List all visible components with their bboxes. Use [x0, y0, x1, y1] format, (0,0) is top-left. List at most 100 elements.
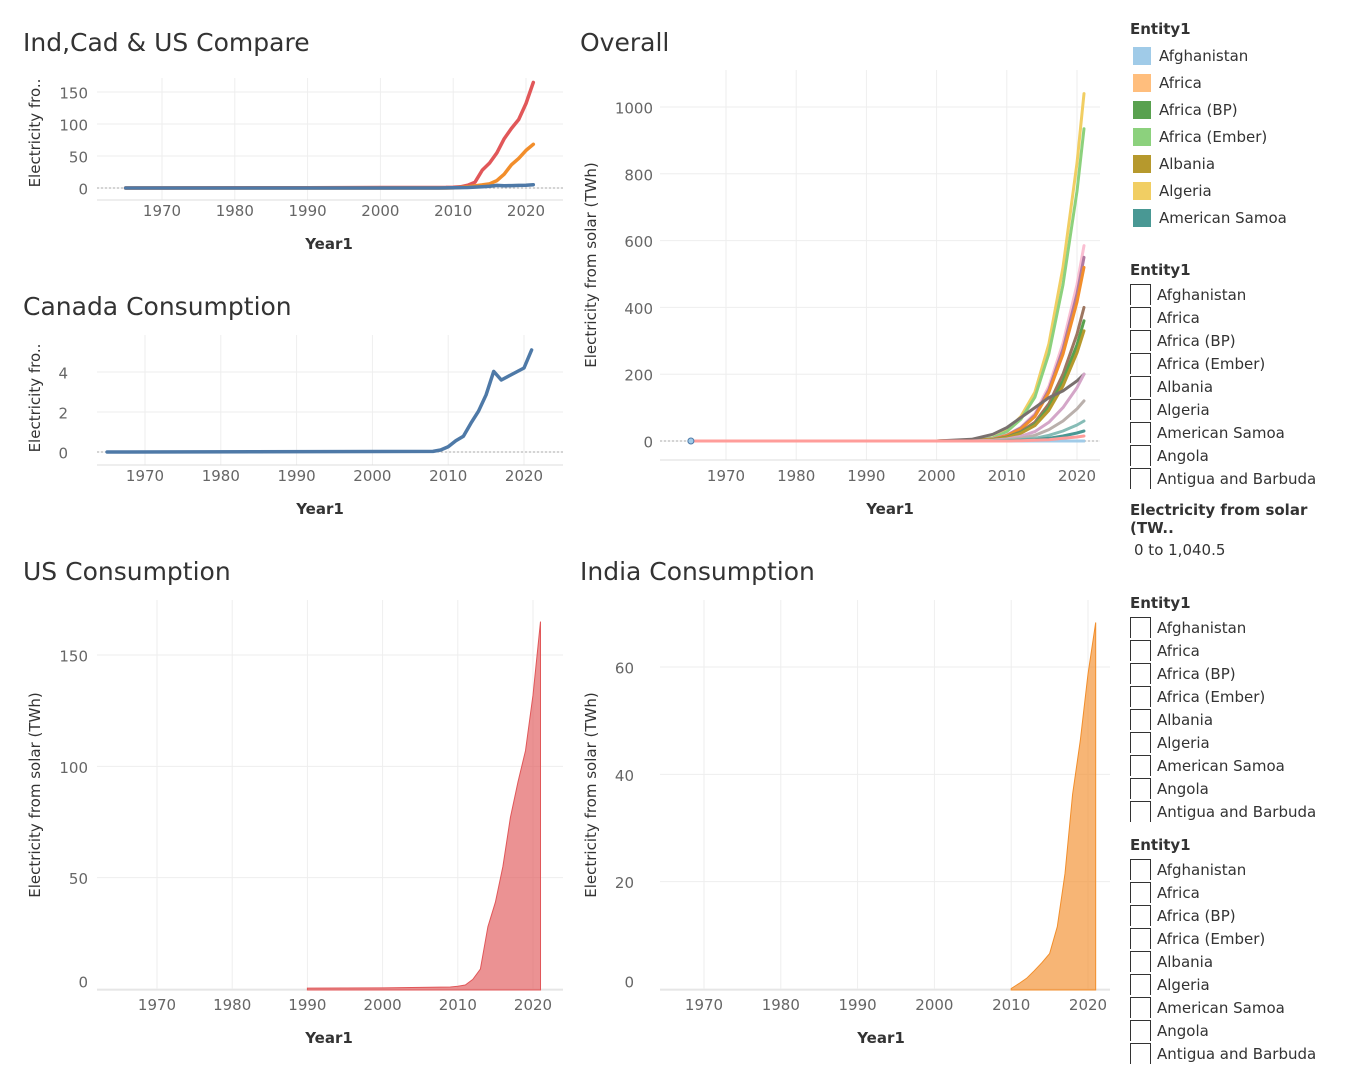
color-legend-label: Albania	[1159, 154, 1216, 173]
size-legend: Electricity from solar (TW.. 0 to 1,040.…	[1130, 501, 1352, 559]
filter-item[interactable]: American Samoa	[1130, 421, 1352, 444]
checkbox[interactable]	[1130, 284, 1151, 305]
filter-item[interactable]: Africa	[1130, 306, 1352, 329]
y-tick-label: 4	[58, 365, 68, 383]
color-legend-item[interactable]: Angola	[1130, 231, 1352, 233]
filter-item[interactable]: Africa (Ember)	[1130, 352, 1352, 375]
y-tick-label: 20	[615, 874, 634, 892]
filter-item[interactable]: Angola	[1130, 777, 1352, 800]
filter-item[interactable]: Africa (BP)	[1130, 329, 1352, 352]
color-swatch	[1133, 208, 1151, 227]
checkbox[interactable]	[1130, 330, 1151, 351]
filter-item-label: Angola	[1157, 779, 1209, 798]
y-tick-label: 100	[59, 117, 88, 135]
checkbox[interactable]	[1130, 905, 1151, 926]
filter-item-label: Africa (Ember)	[1157, 687, 1266, 706]
checkbox[interactable]	[1130, 617, 1151, 638]
filter-item[interactable]: American Samoa	[1130, 754, 1352, 777]
checkbox[interactable]	[1130, 640, 1151, 661]
checkbox[interactable]	[1130, 928, 1151, 949]
filter-item[interactable]: Africa (BP)	[1130, 662, 1352, 685]
color-legend-item[interactable]: Africa (BP)	[1130, 96, 1352, 123]
checkbox[interactable]	[1130, 307, 1151, 328]
color-legend-item[interactable]: Africa (Ember)	[1130, 123, 1352, 150]
filter-item[interactable]: Antigua and Barbuda	[1130, 1042, 1352, 1065]
checkbox[interactable]	[1130, 997, 1151, 1018]
filter-item[interactable]: Albania	[1130, 950, 1352, 973]
color-legend-item[interactable]: Algeria	[1130, 177, 1352, 204]
filter-item[interactable]: Algeria	[1130, 731, 1352, 754]
color-legend-label: Africa	[1159, 73, 1202, 92]
y-tick-label: 100	[59, 759, 88, 777]
checkbox[interactable]	[1130, 709, 1151, 730]
filter-item[interactable]: Angola	[1130, 444, 1352, 467]
filter-item[interactable]: American Samoa	[1130, 996, 1352, 1019]
checkbox[interactable]	[1130, 1043, 1151, 1064]
y-tick-label: 1000	[615, 100, 653, 118]
x-tick-label: 2010	[434, 202, 472, 220]
filter-item[interactable]: Africa (BP)	[1130, 904, 1352, 927]
checkbox[interactable]	[1130, 663, 1151, 684]
color-swatch	[1133, 46, 1151, 65]
checkbox[interactable]	[1130, 974, 1151, 995]
filter-item-label: Albania	[1157, 377, 1214, 396]
filter-item[interactable]: Algeria	[1130, 973, 1352, 996]
filter-item-label: American Samoa	[1157, 998, 1285, 1017]
y-tick-label: 800	[624, 166, 653, 184]
checkbox[interactable]	[1130, 445, 1151, 466]
filter-item[interactable]: Africa	[1130, 639, 1352, 662]
checkbox[interactable]	[1130, 732, 1151, 753]
filter-item-label: Antigua and Barbuda	[1157, 802, 1317, 821]
y-tick-label: 2	[58, 405, 68, 423]
filter-item[interactable]: Africa (Ember)	[1130, 685, 1352, 708]
checkbox[interactable]	[1130, 801, 1151, 822]
checkbox[interactable]	[1130, 376, 1151, 397]
filter-item-label: Algeria	[1157, 733, 1210, 752]
color-legend-label: Afghanistan	[1159, 46, 1249, 65]
filter-item-label: Antigua and Barbuda	[1157, 469, 1317, 488]
line-series	[123, 142, 536, 190]
filter-item-label: Africa (Ember)	[1157, 929, 1266, 948]
line-series	[689, 434, 1086, 443]
y-tick-label: 50	[69, 149, 88, 167]
chart-title-india: India Consumption	[580, 557, 815, 586]
checkbox[interactable]	[1130, 778, 1151, 799]
checkbox[interactable]	[1130, 755, 1151, 776]
filter-item-label: Antigua and Barbuda	[1157, 1044, 1317, 1063]
checkbox[interactable]	[1130, 399, 1151, 420]
filter-item[interactable]: Albania	[1130, 375, 1352, 398]
checkbox[interactable]	[1130, 1020, 1151, 1041]
filter-item[interactable]: Algeria	[1130, 398, 1352, 421]
checkbox[interactable]	[1130, 882, 1151, 903]
filter-item[interactable]: Africa	[1130, 881, 1352, 904]
color-legend-item[interactable]: Afghanistan	[1130, 42, 1352, 69]
filter-item[interactable]: Albania	[1130, 708, 1352, 731]
color-legend-item[interactable]: Africa	[1130, 69, 1352, 96]
checkbox[interactable]	[1130, 951, 1151, 972]
filter-item[interactable]: Africa (Ember)	[1130, 927, 1352, 950]
filter-item[interactable]: Antigua and Barbuda	[1130, 467, 1352, 490]
checkbox[interactable]	[1130, 468, 1151, 489]
filter-item[interactable]: Afghanistan	[1130, 283, 1352, 306]
filter-item[interactable]: Angola	[1130, 1019, 1352, 1042]
x-tick-label: 1970	[707, 467, 745, 485]
checkbox[interactable]	[1130, 353, 1151, 374]
filter-item-label: Albania	[1157, 710, 1214, 729]
checkbox[interactable]	[1130, 422, 1151, 443]
filter-item[interactable]: Afghanistan	[1130, 858, 1352, 881]
filter-item[interactable]: Afghanistan	[1130, 616, 1352, 639]
filter-item[interactable]: Antigua and Barbuda	[1130, 800, 1352, 823]
checkbox[interactable]	[1130, 859, 1151, 880]
x-tick-label: 1980	[216, 202, 254, 220]
color-legend-item[interactable]: American Samoa	[1130, 204, 1352, 231]
y-axis-title: Electricity from solar (TWh)	[26, 692, 44, 897]
entity-filter-1: Entity1 Afghanistan Africa Africa (BP) Afric…	[1130, 261, 1352, 490]
area-series	[306, 621, 542, 991]
chart-title-compare: Ind,Cad & US Compare	[23, 28, 310, 57]
start-point	[687, 437, 695, 445]
filter-item-label: American Samoa	[1157, 423, 1285, 442]
checkbox[interactable]	[1130, 686, 1151, 707]
color-legend-item[interactable]: Albania	[1130, 150, 1352, 177]
y-tick-label: 0	[78, 181, 88, 199]
